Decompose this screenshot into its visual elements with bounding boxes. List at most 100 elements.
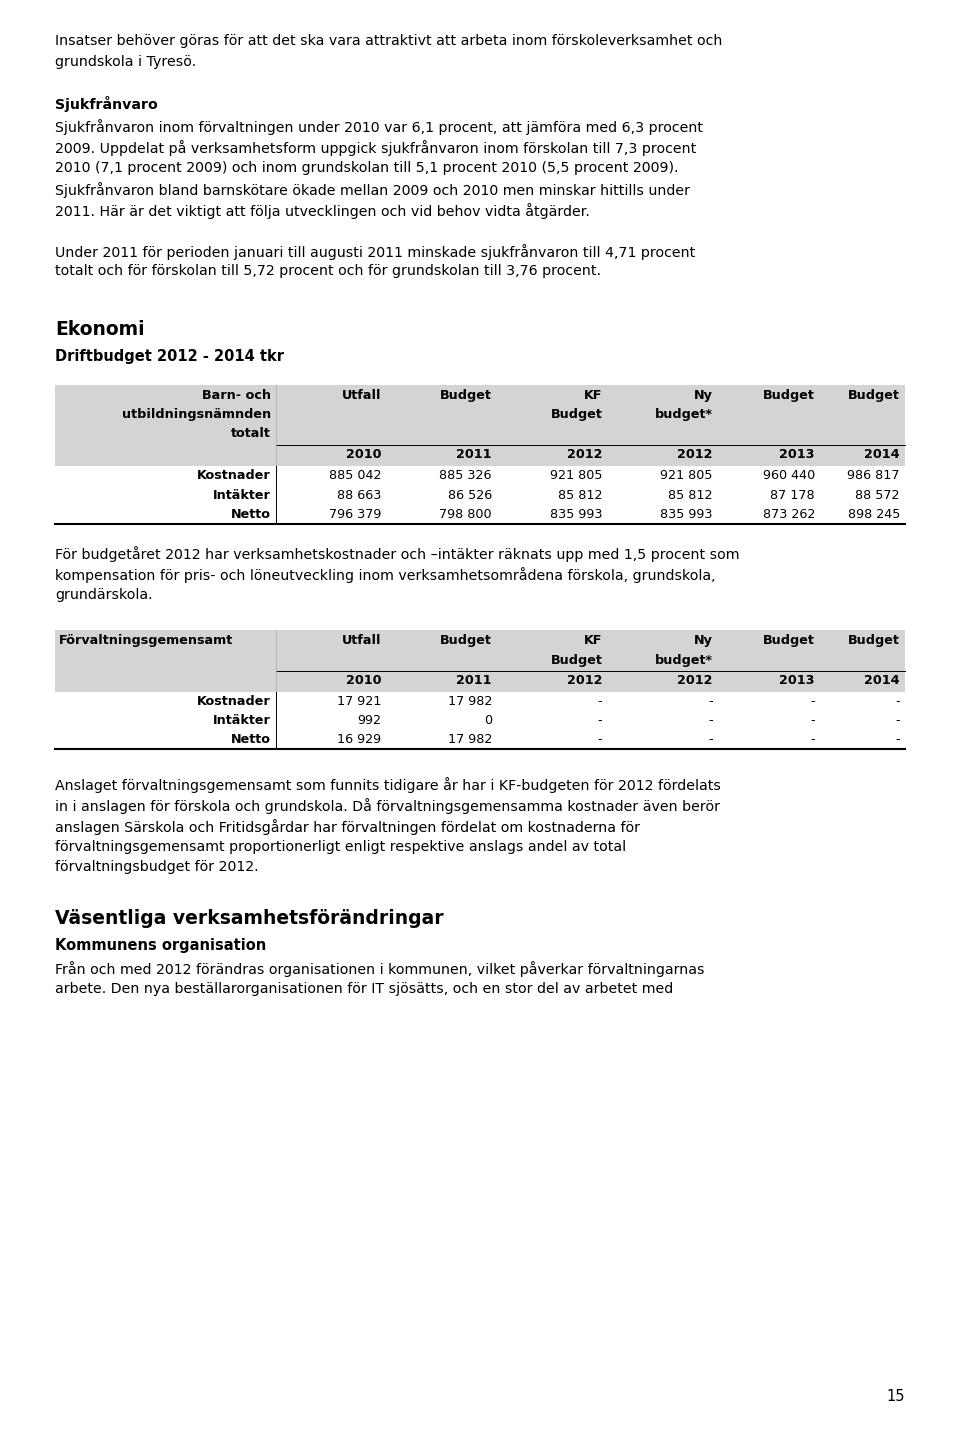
Text: 798 800: 798 800 [440, 508, 492, 521]
Text: KF: KF [584, 389, 603, 402]
Text: 986 817: 986 817 [848, 469, 900, 482]
Text: 2013: 2013 [780, 674, 815, 687]
Text: Budget: Budget [848, 634, 900, 647]
Text: Netto: Netto [231, 733, 271, 746]
Text: totalt och för förskolan till 5,72 procent och för grundskolan till 3,76 procent: totalt och för förskolan till 5,72 proce… [55, 264, 601, 278]
Text: Kostnader: Kostnader [197, 469, 271, 482]
Text: 85 812: 85 812 [558, 489, 603, 502]
Text: Kommunens organisation: Kommunens organisation [55, 938, 266, 954]
Text: Ekonomi: Ekonomi [55, 320, 145, 340]
Text: För budgetåret 2012 har verksamhetskostnader och –intäkter räknats upp med 1,5 p: För budgetåret 2012 har verksamhetskostn… [55, 546, 739, 562]
Text: -: - [598, 694, 603, 708]
Text: Väsentliga verksamhetsförändringar: Väsentliga verksamhetsförändringar [55, 909, 444, 928]
Text: -: - [810, 714, 815, 727]
Text: Budget: Budget [440, 634, 492, 647]
Text: förvaltningsgemensamt proportionerligt enligt respektive anslags andel av total: förvaltningsgemensamt proportionerligt e… [55, 840, 626, 853]
Text: 87 178: 87 178 [770, 489, 815, 502]
Text: KF: KF [584, 634, 603, 647]
Text: utbildningsnämnden: utbildningsnämnden [122, 409, 271, 422]
Text: -: - [810, 694, 815, 708]
Text: Intäkter: Intäkter [213, 714, 271, 727]
Text: Från och med 2012 förändras organisationen i kommunen, vilket påverkar förvaltni: Från och med 2012 förändras organisation… [55, 961, 705, 977]
Text: 992: 992 [357, 714, 381, 727]
Text: -: - [896, 733, 900, 746]
Text: budget*: budget* [655, 409, 713, 422]
Text: Budget: Budget [551, 409, 603, 422]
Text: 2012: 2012 [678, 449, 713, 462]
Text: 2012: 2012 [567, 674, 603, 687]
Text: 2012: 2012 [678, 674, 713, 687]
Text: 88 572: 88 572 [855, 489, 900, 502]
Text: arbete. Den nya beställarorganisationen för IT sjösätts, och en stor del av arbe: arbete. Den nya beställarorganisationen … [55, 982, 673, 995]
Text: Budget: Budget [763, 389, 815, 402]
Text: -: - [708, 733, 713, 746]
Text: 2014: 2014 [864, 449, 900, 462]
Text: Budget: Budget [763, 634, 815, 647]
Text: grundskola i Tyresö.: grundskola i Tyresö. [55, 54, 196, 69]
Text: 17 982: 17 982 [447, 694, 492, 708]
Text: Sjukfrånvaron inom förvaltningen under 2010 var 6,1 procent, att jämföra med 6,3: Sjukfrånvaron inom förvaltningen under 2… [55, 119, 703, 135]
Text: anslagen Särskola och Fritidsgårdar har förvaltningen fördelat om kostnaderna fö: anslagen Särskola och Fritidsgårdar har … [55, 819, 640, 835]
Text: 86 526: 86 526 [447, 489, 492, 502]
Bar [55, 631, 905, 691]
Text: budget*: budget* [655, 654, 713, 667]
Text: 835 993: 835 993 [660, 508, 713, 521]
Text: Anslaget förvaltningsgemensamt som funnits tidigare år har i KF-budgeten för 201: Anslaget förvaltningsgemensamt som funni… [55, 777, 721, 793]
Text: 898 245: 898 245 [848, 508, 900, 521]
Text: 2011: 2011 [457, 449, 492, 462]
Text: 921 805: 921 805 [660, 469, 713, 482]
Text: grundärskola.: grundärskola. [55, 588, 153, 601]
Text: 2011: 2011 [457, 674, 492, 687]
Text: Utfall: Utfall [342, 634, 381, 647]
Text: 796 379: 796 379 [329, 508, 381, 521]
Text: Driftbudget 2012 - 2014 tkr: Driftbudget 2012 - 2014 tkr [55, 350, 284, 364]
Text: Budget: Budget [440, 389, 492, 402]
Text: -: - [896, 694, 900, 708]
Text: Under 2011 för perioden januari till augusti 2011 minskade sjukfrånvaron till 4,: Under 2011 för perioden januari till aug… [55, 244, 695, 260]
Text: Sjukfrånvaro: Sjukfrånvaro [55, 96, 157, 112]
Text: 2010 (7,1 procent 2009) och inom grundskolan till 5,1 procent 2010 (5,5 procent : 2010 (7,1 procent 2009) och inom grundsk… [55, 161, 679, 175]
Text: Ny: Ny [694, 634, 713, 647]
Text: Utfall: Utfall [342, 389, 381, 402]
Text: 2009. Uppdelat på verksamhetsform uppgick sjukfrånvaron inom förskolan till 7,3 : 2009. Uppdelat på verksamhetsform uppgic… [55, 141, 696, 156]
Text: 885 326: 885 326 [440, 469, 492, 482]
Text: Förvaltningsgemensamt: Förvaltningsgemensamt [59, 634, 233, 647]
Text: förvaltningsbudget för 2012.: förvaltningsbudget för 2012. [55, 860, 258, 875]
Text: 16 929: 16 929 [337, 733, 381, 746]
Text: 88 663: 88 663 [337, 489, 381, 502]
Text: -: - [708, 694, 713, 708]
Text: 2011. Här är det viktigt att följa utvecklingen och vid behov vidta åtgärder.: 2011. Här är det viktigt att följa utvec… [55, 202, 589, 219]
Text: Budget: Budget [551, 654, 603, 667]
Text: Netto: Netto [231, 508, 271, 521]
Text: -: - [598, 733, 603, 746]
Text: totalt: totalt [231, 427, 271, 440]
Text: 2012: 2012 [567, 449, 603, 462]
Text: 0: 0 [484, 714, 492, 727]
Text: 17 982: 17 982 [447, 733, 492, 746]
Text: 921 805: 921 805 [550, 469, 603, 482]
Text: 2013: 2013 [780, 449, 815, 462]
Text: Insatser behöver göras för att det ska vara attraktivt att arbeta inom förskolev: Insatser behöver göras för att det ska v… [55, 34, 722, 47]
Text: 960 440: 960 440 [763, 469, 815, 482]
Text: 2010: 2010 [346, 449, 381, 462]
Text: Ny: Ny [694, 389, 713, 402]
Text: Sjukfrånvaron bland barnskötare ökade mellan 2009 och 2010 men minskar hittills : Sjukfrånvaron bland barnskötare ökade me… [55, 182, 690, 198]
Text: 2014: 2014 [864, 674, 900, 687]
Text: Intäkter: Intäkter [213, 489, 271, 502]
Text: Barn- och: Barn- och [202, 389, 271, 402]
Text: Kostnader: Kostnader [197, 694, 271, 708]
Text: 873 262: 873 262 [762, 508, 815, 521]
Text: 835 993: 835 993 [550, 508, 603, 521]
Text: 2010: 2010 [346, 674, 381, 687]
Text: 85 812: 85 812 [668, 489, 713, 502]
Text: 885 042: 885 042 [329, 469, 381, 482]
Bar [55, 384, 905, 466]
Text: -: - [896, 714, 900, 727]
Text: Budget: Budget [848, 389, 900, 402]
Text: -: - [708, 714, 713, 727]
Text: in i anslagen för förskola och grundskola. Då förvaltningsgemensamma kostnader ä: in i anslagen för förskola och grundskol… [55, 797, 720, 815]
Text: kompensation för pris- och löneutveckling inom verksamhetsområdena förskola, gru: kompensation för pris- och löneutvecklin… [55, 566, 715, 582]
Text: 17 921: 17 921 [337, 694, 381, 708]
Text: 15: 15 [886, 1390, 905, 1404]
Text: -: - [810, 733, 815, 746]
